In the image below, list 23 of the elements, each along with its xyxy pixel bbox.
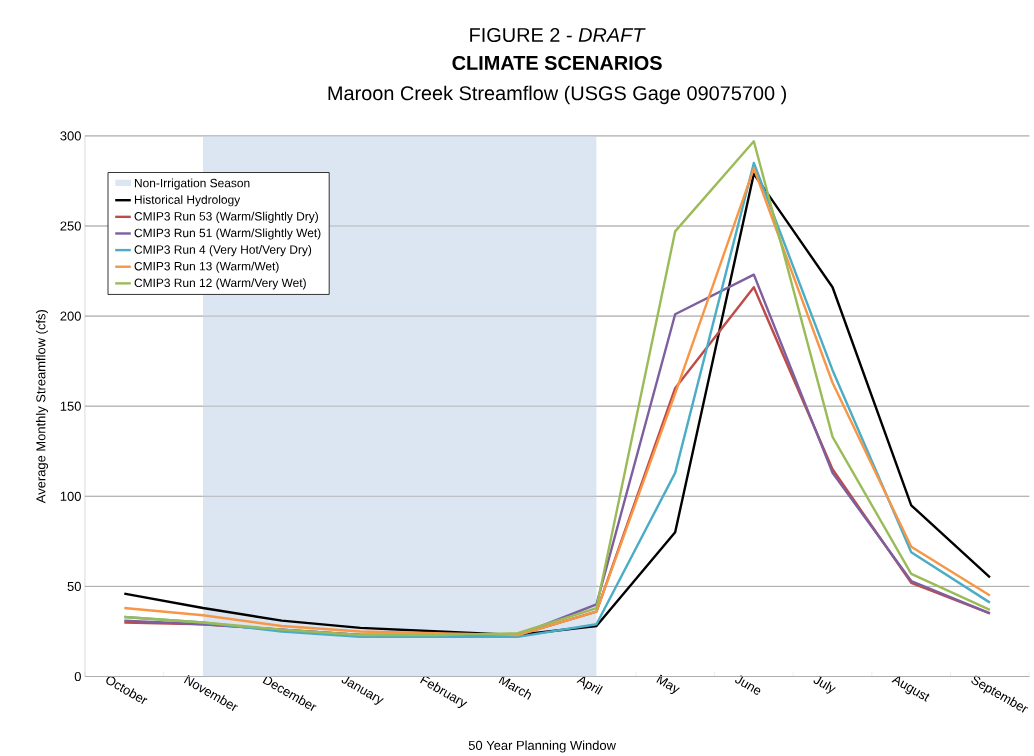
chart-title: CLIMATE SCENARIOS — [452, 55, 662, 70]
y-axis-title: Average Monthly Streamflow (cfs) — [35, 309, 49, 503]
x-tick-label: May — [656, 674, 680, 694]
x-tick-label: June — [735, 675, 761, 695]
legend-label: CMIP3 Run 51 (Warm/Slightly Wet) — [134, 228, 321, 240]
y-tick-label: 100 — [60, 491, 81, 501]
legend-label: Historical Hydrology — [134, 194, 241, 207]
legend-label: CMIP3 Run 12 (Warm/Very Wet) — [134, 278, 306, 290]
y-tick-label: 300 — [60, 131, 81, 141]
x-tick-label: April — [576, 676, 603, 695]
y-tick-label: 250 — [60, 221, 81, 231]
y-tick-label: 200 — [60, 311, 81, 321]
y-tick-label: 50 — [67, 581, 81, 591]
y-tick-label: 150 — [60, 401, 81, 411]
x-axis-title: 50 Year Planning Window — [468, 740, 616, 753]
legend-label: CMIP3 Run 53 (Warm/Slightly Dry) — [134, 211, 318, 223]
band-label: Non-Irrigation Season — [134, 178, 250, 190]
legend-label: CMIP3 Run 13 (Warm/Wet) — [134, 261, 279, 273]
y-tick-label: 0 — [74, 671, 81, 681]
x-tick-label: July — [813, 675, 836, 694]
chart-subtitle: Maroon Creek Streamflow (USGS Gage 09075700 ) — [328, 85, 786, 104]
legend-label: CMIP3 Run 4 (Very Hot/Very Dry) — [134, 244, 312, 256]
caption: FIGURE 2 - DRAFT — [470, 27, 646, 42]
